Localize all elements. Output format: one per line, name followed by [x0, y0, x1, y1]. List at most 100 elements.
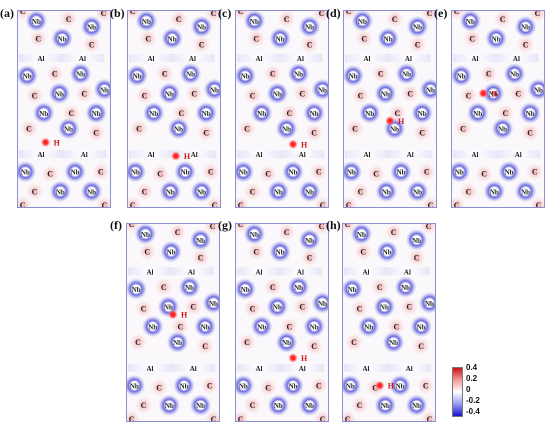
nb-density-lobe — [358, 101, 381, 124]
c-atom-label: C — [101, 11, 107, 18]
c-atom-label: C — [307, 253, 313, 262]
c-atom-label: C — [460, 125, 466, 134]
nb-density-lobe — [351, 11, 374, 32]
c-atom-label: C — [175, 228, 181, 237]
nb-atom-label: Nb — [149, 110, 158, 118]
nb-density-lobe — [482, 82, 505, 105]
nb-density-lobe — [390, 160, 413, 183]
c-density-lobe — [18, 11, 32, 20]
c-density-lobe — [493, 11, 512, 28]
c-density-lobe — [420, 410, 435, 421]
c-atom-label: C — [93, 129, 99, 138]
c-density-lobe — [277, 11, 296, 28]
h-atom-label: H — [301, 354, 308, 363]
nb-atom-label: Nb — [185, 284, 194, 292]
nb-density-lobe — [158, 394, 181, 417]
nb-density-lobe — [343, 278, 364, 301]
al-atom-label: Al — [148, 151, 155, 159]
al-atom-label: Al — [147, 268, 154, 276]
nb-atom-label: Nb — [196, 237, 205, 245]
nb-density-lobe — [32, 101, 55, 124]
nb-atom-label: Nb — [239, 169, 248, 177]
c-atom-label: C — [102, 201, 108, 207]
c-atom-label: C — [372, 384, 378, 393]
nb-atom-label: Nb — [257, 110, 266, 118]
c-density-lobe — [479, 64, 498, 83]
c-atom-label: C — [394, 109, 400, 118]
al-layer-band — [237, 150, 281, 159]
c-atom-label: C — [238, 201, 244, 207]
c-atom-label: C — [346, 201, 352, 207]
c-density-lobe — [243, 299, 262, 318]
nb-density-lobe — [419, 78, 436, 101]
nb-atom-label: Nb — [305, 188, 314, 196]
nb-atom-label: Nb — [289, 169, 298, 177]
nb-density-lobe — [269, 27, 292, 50]
panel-label: (d) — [326, 6, 341, 20]
c-density-lobe — [312, 224, 328, 235]
c-atom-label: C — [190, 303, 196, 312]
c-atom-label: C — [142, 187, 148, 196]
nb-density-lobe — [287, 62, 310, 85]
c-density-lobe — [452, 196, 466, 207]
nb-atom-label: Nb — [418, 110, 427, 118]
nb-density-lobe — [250, 101, 273, 124]
c-atom-label: C — [135, 338, 141, 347]
nb-density-lobe — [128, 160, 147, 183]
nb-atom-label: Nb — [310, 323, 319, 331]
panel-label: (h) — [326, 218, 341, 232]
c-density-lobe — [127, 410, 141, 421]
c-density-lobe — [18, 196, 32, 207]
nb-atom-label: Nb — [358, 18, 367, 26]
nb-density-lobe — [459, 11, 482, 32]
c-density-lobe — [238, 333, 257, 352]
colorbar-tick: 0.2 — [466, 374, 478, 383]
c-density-lobe — [529, 196, 544, 207]
nb-atom-label: Nb — [282, 126, 291, 134]
nb-atom-label: Nb — [380, 304, 389, 312]
nb-density-lobe — [418, 291, 435, 314]
nb-density-lobe — [466, 101, 489, 124]
nb-density-lobe — [287, 276, 310, 299]
c-density-lobe — [135, 86, 154, 105]
nb-density-lobe — [243, 11, 266, 32]
nb-atom-label: Nb — [274, 188, 283, 196]
c-density-lobe — [238, 119, 257, 138]
c-atom-label: C — [515, 89, 521, 98]
nb-density-lobe — [135, 11, 158, 32]
c-atom-label: C — [466, 187, 472, 196]
c-density-lobe — [408, 35, 427, 54]
nb-atom-label: Nb — [167, 249, 176, 257]
c-atom-label: C — [454, 201, 460, 207]
c-density-lobe — [387, 317, 406, 336]
nb-atom-label: Nb — [505, 169, 514, 177]
nb-atom-label: Nb — [250, 18, 259, 26]
c-density-lobe — [25, 182, 44, 201]
nb-density-lobe — [376, 240, 399, 263]
nb-density-lobe — [514, 180, 537, 203]
c-atom-label: C — [211, 415, 217, 421]
c-density-lobe — [280, 103, 299, 122]
al-layer-band — [453, 54, 497, 63]
c-density-lobe — [309, 162, 328, 181]
nb-atom-label: Nb — [390, 126, 399, 134]
c-atom-label: C — [208, 168, 214, 177]
nb-atom-label: Nb — [294, 71, 303, 79]
c-atom-label: C — [265, 170, 271, 179]
nb-atom-label: Nb — [310, 110, 319, 118]
nb-density-lobe — [343, 374, 362, 397]
nb-density-lobe — [311, 291, 328, 314]
c-density-lobe — [344, 196, 358, 207]
c-density-lobe — [345, 333, 364, 352]
nb-atom-label: Nb — [455, 169, 464, 177]
c-density-lobe — [384, 224, 403, 241]
nb-density-lobe — [519, 101, 542, 124]
nb-atom-label: Nb — [412, 237, 421, 245]
c-atom-label: C — [424, 168, 430, 177]
nb-density-lobe — [64, 160, 87, 183]
al-atom-label: Al — [513, 55, 520, 63]
nb-atom-label: Nb — [131, 169, 140, 177]
